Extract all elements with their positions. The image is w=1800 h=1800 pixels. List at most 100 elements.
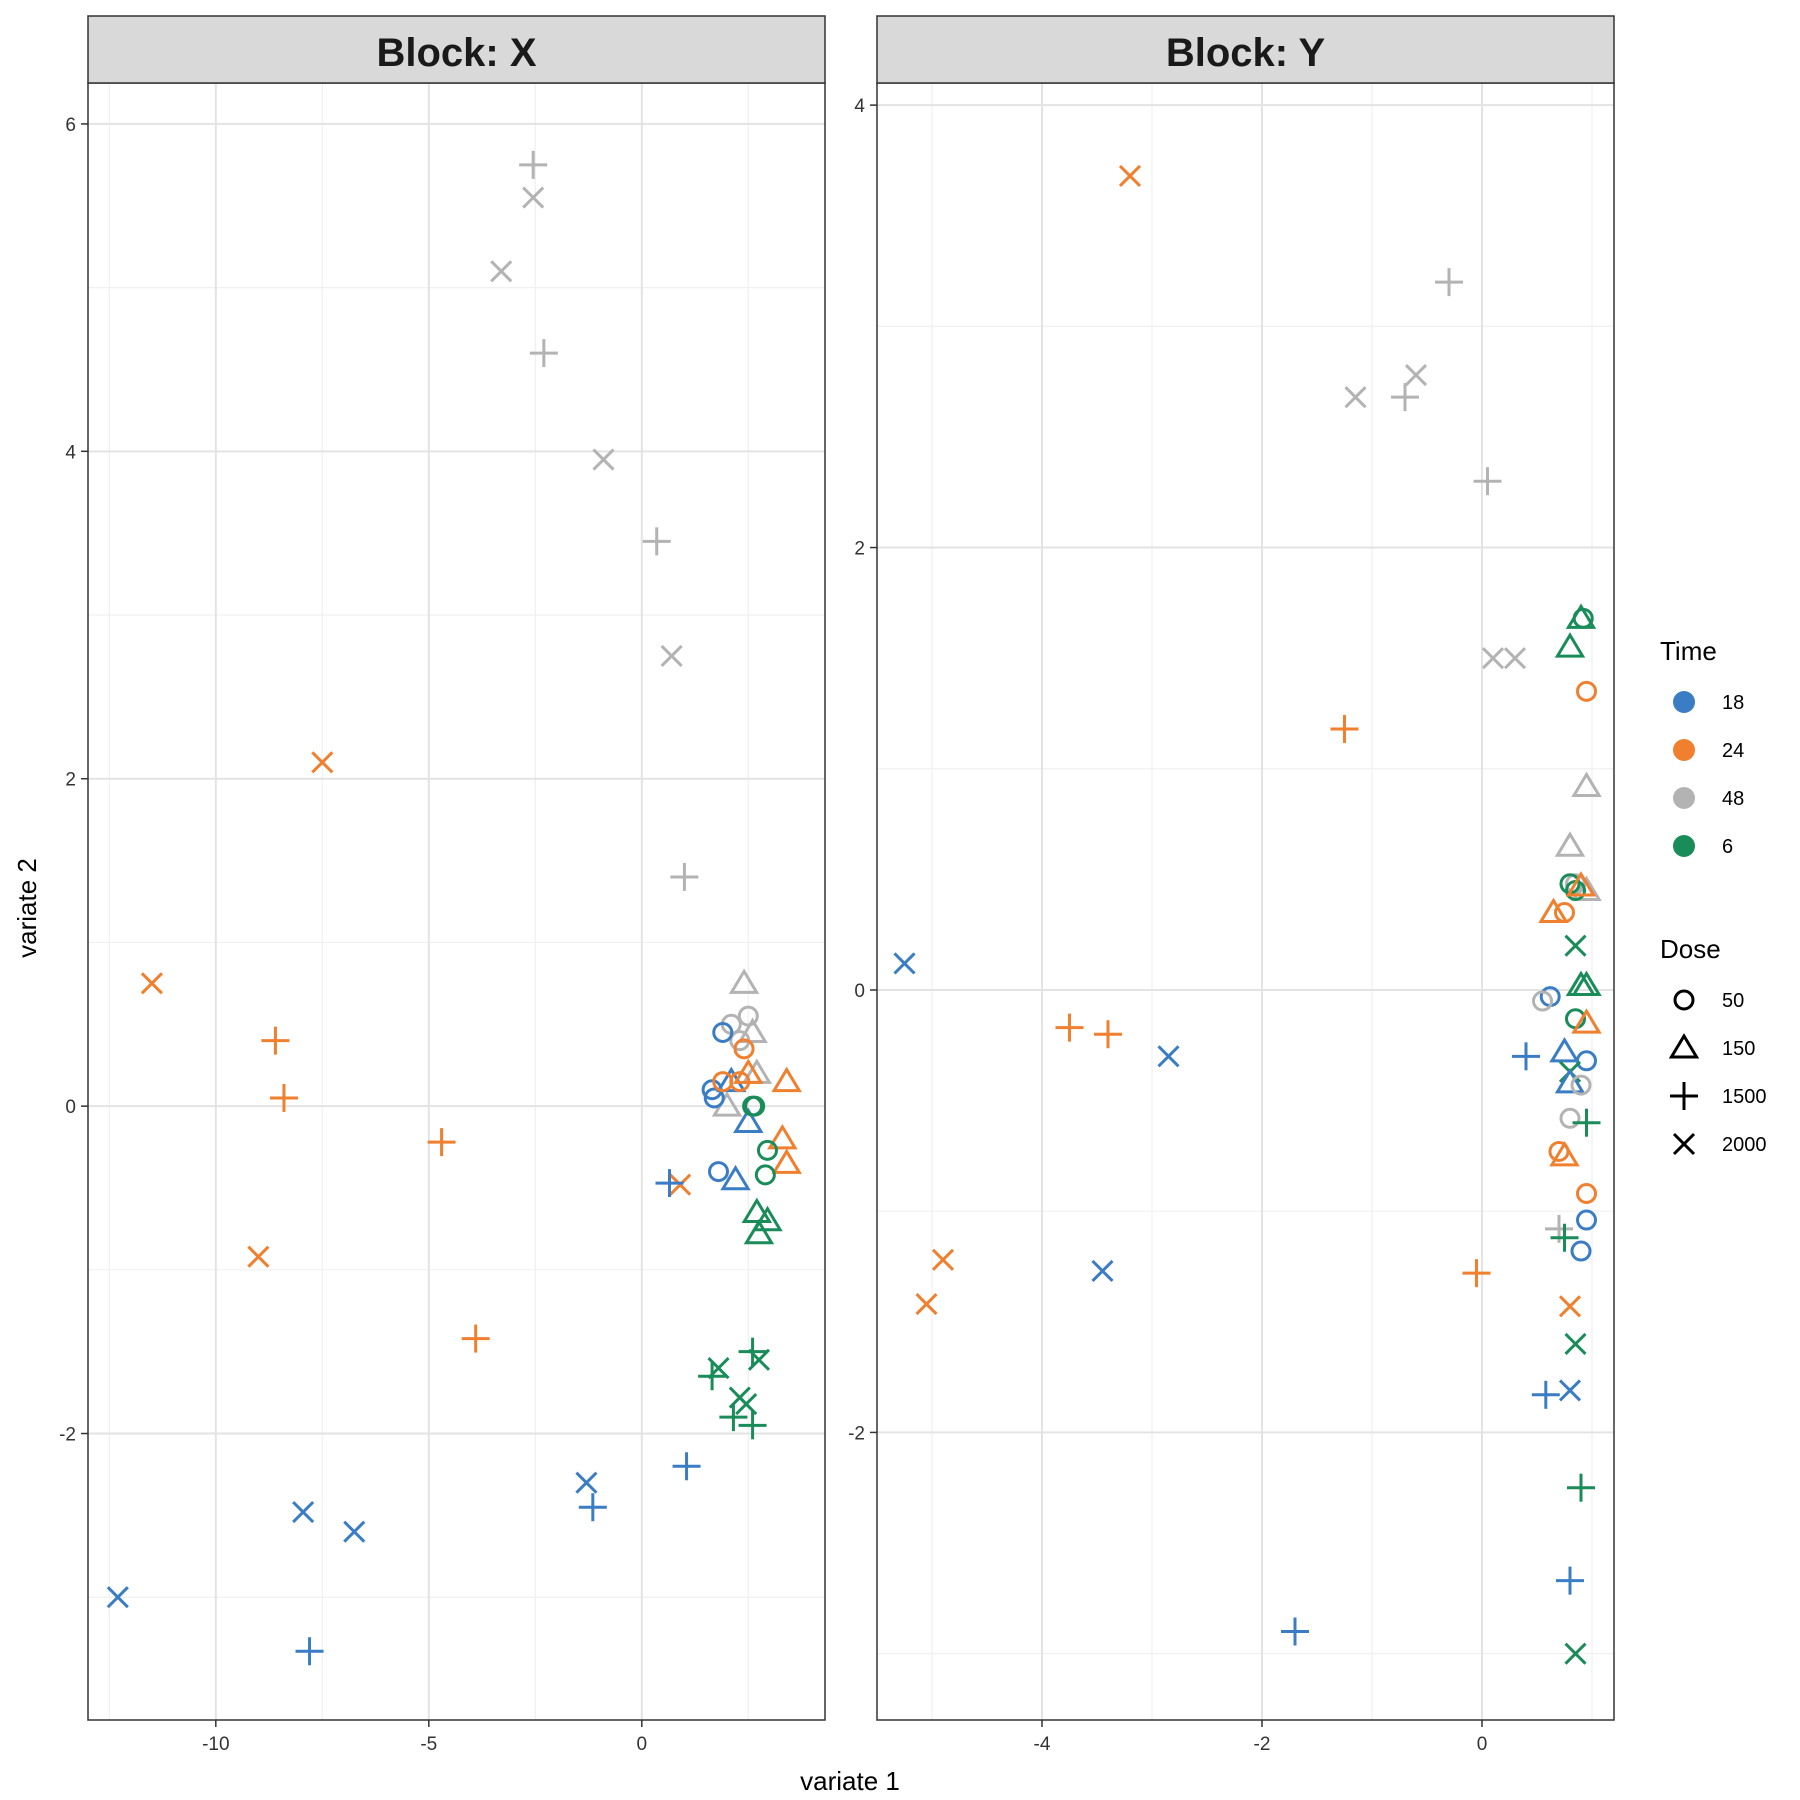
circle-icon xyxy=(1673,989,1695,1011)
data-point xyxy=(1554,902,1575,924)
legend-label: 2000 xyxy=(1722,1134,1767,1156)
plus-icon xyxy=(1670,1082,1698,1110)
data-point xyxy=(1091,1259,1114,1282)
data-point xyxy=(737,1017,768,1043)
data-point xyxy=(1512,1042,1540,1071)
y-tick-label: 4 xyxy=(854,96,865,117)
data-point xyxy=(1538,897,1569,924)
data-point xyxy=(311,751,334,774)
data-point xyxy=(1481,647,1505,670)
data-point xyxy=(1572,607,1594,629)
strip-background xyxy=(87,15,826,84)
data-point xyxy=(767,1123,798,1150)
data-point xyxy=(261,1026,290,1055)
panel-title: Block: X xyxy=(376,31,536,75)
y-tick-label: -2 xyxy=(59,1425,76,1446)
strip-background xyxy=(876,15,1615,84)
legend-item-dose: 2000 xyxy=(1672,1132,1767,1156)
data-point xyxy=(771,1148,802,1174)
legend-item-time: 18 xyxy=(1673,691,1744,714)
legend-item-time: 6 xyxy=(1673,835,1733,858)
data-point xyxy=(744,1095,766,1117)
data-point xyxy=(741,1197,773,1224)
data-point xyxy=(1462,1259,1491,1288)
data-point xyxy=(1503,647,1527,670)
legend-label: 18 xyxy=(1722,692,1744,714)
legend-item-dose: 50 xyxy=(1673,989,1744,1012)
data-point xyxy=(752,1205,783,1232)
data-point xyxy=(1559,1107,1581,1129)
legend: Time 18 24 48 6 Dose 50 150 1500 2000 xyxy=(1660,636,1767,1156)
data-point xyxy=(655,1169,684,1198)
data-point xyxy=(519,150,548,179)
y-tick-label: 4 xyxy=(65,442,76,463)
y-tick-label: 2 xyxy=(854,539,865,560)
data-point xyxy=(1556,1566,1584,1595)
legend-swatch xyxy=(1673,691,1695,713)
data-point xyxy=(1558,1379,1582,1402)
data-point xyxy=(575,1471,598,1494)
x-tick-label: -5 xyxy=(420,1734,437,1755)
x-axis-title: variate 1 xyxy=(800,1766,900,1796)
legend-label: 1500 xyxy=(1722,1086,1767,1108)
legend-label: 24 xyxy=(1722,740,1744,762)
legend-item-time: 48 xyxy=(1673,787,1744,810)
data-point xyxy=(728,968,760,994)
data-point xyxy=(140,972,163,995)
data-points xyxy=(106,150,802,1666)
data-point xyxy=(1549,1140,1580,1167)
data-point xyxy=(1576,1209,1597,1231)
data-point xyxy=(733,1058,764,1084)
data-point xyxy=(1344,386,1367,409)
data-point xyxy=(1570,1240,1592,1262)
data-point xyxy=(1532,990,1553,1012)
data-point xyxy=(698,1362,727,1391)
data-point xyxy=(1281,1617,1309,1646)
data-point xyxy=(670,862,699,891)
data-point xyxy=(738,1411,767,1440)
data-point xyxy=(737,1005,759,1027)
data-point xyxy=(1576,1183,1597,1205)
legend-item-dose: 1500 xyxy=(1670,1082,1767,1110)
data-point xyxy=(1571,1008,1602,1034)
data-point xyxy=(461,1324,490,1353)
data-point xyxy=(490,260,513,283)
data-point xyxy=(720,1164,751,1191)
data-point xyxy=(1391,383,1419,412)
data-point xyxy=(1565,871,1597,897)
legend-label: 48 xyxy=(1722,788,1744,810)
data-point xyxy=(733,1038,755,1060)
data-point xyxy=(1330,714,1359,743)
legend-shape-title: Dose xyxy=(1660,934,1721,964)
data-point xyxy=(915,1293,938,1316)
data-point xyxy=(1567,1473,1595,1502)
grid-lines xyxy=(877,83,1614,1720)
data-point xyxy=(1564,934,1587,957)
data-point xyxy=(1550,1223,1579,1252)
x-tick-label: -2 xyxy=(1254,1734,1271,1755)
y-tick-label: 2 xyxy=(65,770,76,791)
data-point xyxy=(1473,467,1502,496)
data-point xyxy=(1571,771,1602,797)
data-points xyxy=(893,164,1602,1665)
data-point xyxy=(578,1493,607,1522)
data-point xyxy=(269,1083,298,1112)
data-point xyxy=(1564,1332,1587,1355)
data-point xyxy=(1094,1020,1122,1049)
panel-title: Block: Y xyxy=(1166,31,1326,75)
data-point xyxy=(1435,268,1463,297)
x-tick-label: 0 xyxy=(637,1734,648,1755)
legend-color-title: Time xyxy=(1660,636,1717,666)
data-point xyxy=(754,1164,776,1186)
legend-swatch xyxy=(1673,739,1695,761)
data-point xyxy=(1576,1050,1597,1072)
data-point xyxy=(1157,1045,1180,1068)
data-point xyxy=(1404,363,1428,387)
data-point xyxy=(529,339,558,368)
data-point xyxy=(756,1139,778,1161)
data-point xyxy=(931,1248,955,1271)
data-point xyxy=(1055,1013,1084,1042)
data-point xyxy=(719,1403,748,1432)
x-tick-label: -10 xyxy=(202,1734,229,1755)
panel-background xyxy=(88,83,825,1720)
